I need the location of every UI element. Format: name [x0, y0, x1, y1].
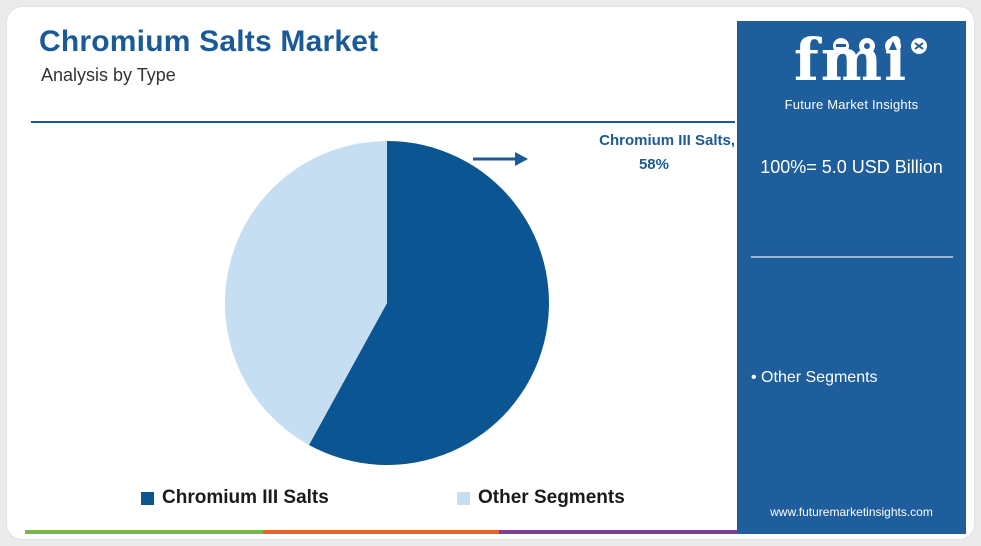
bottom-bar-purple — [499, 530, 737, 534]
fmi-logo: fmi — [793, 26, 909, 94]
logo-subtitle: Future Market Insights — [784, 97, 919, 112]
panel-divider — [751, 256, 953, 258]
legend-swatch-other — [457, 491, 470, 505]
pie-slice-chromium-iii-salts — [308, 141, 549, 465]
legend-label: Chromium III Salts — [162, 487, 329, 508]
page-title: Chromium Salts Market — [39, 25, 379, 58]
report-inner: Chromium Salts Market Analysis by Type C… — [25, 21, 966, 534]
page-subtitle: Analysis by Type — [41, 65, 176, 85]
legend-item-chromium: Chromium III Salts — [141, 487, 329, 509]
bottom-bar-green — [25, 530, 263, 534]
legend-item-other: Other Segments — [457, 487, 625, 509]
segment-bullet: • Other Segments — [751, 369, 878, 386]
callout-label: Chromium III Salts, — [599, 132, 735, 149]
title-divider — [31, 121, 735, 123]
market-total: 100%= 5.0 USD Billion — [760, 157, 943, 177]
pie-slice-other-segments — [225, 141, 387, 445]
chart-legend: Chromium III Salts Other Segments — [141, 487, 701, 511]
pie-chart — [225, 141, 549, 465]
legend-swatch-chromium — [141, 491, 154, 505]
side-panel: fmi Future Market Insights 100%= 5.0 USD… — [737, 21, 966, 534]
report-card: Chromium Salts Market Analysis by Type C… — [6, 6, 975, 540]
callout-value: 58% — [638, 156, 669, 173]
legend-label: Other Segments — [478, 487, 625, 508]
logo-icons — [833, 38, 927, 54]
callout-arrow — [473, 152, 528, 166]
website-link[interactable]: www.futuremarketinsights.com — [770, 505, 933, 519]
bottom-bar-orange — [263, 530, 499, 534]
